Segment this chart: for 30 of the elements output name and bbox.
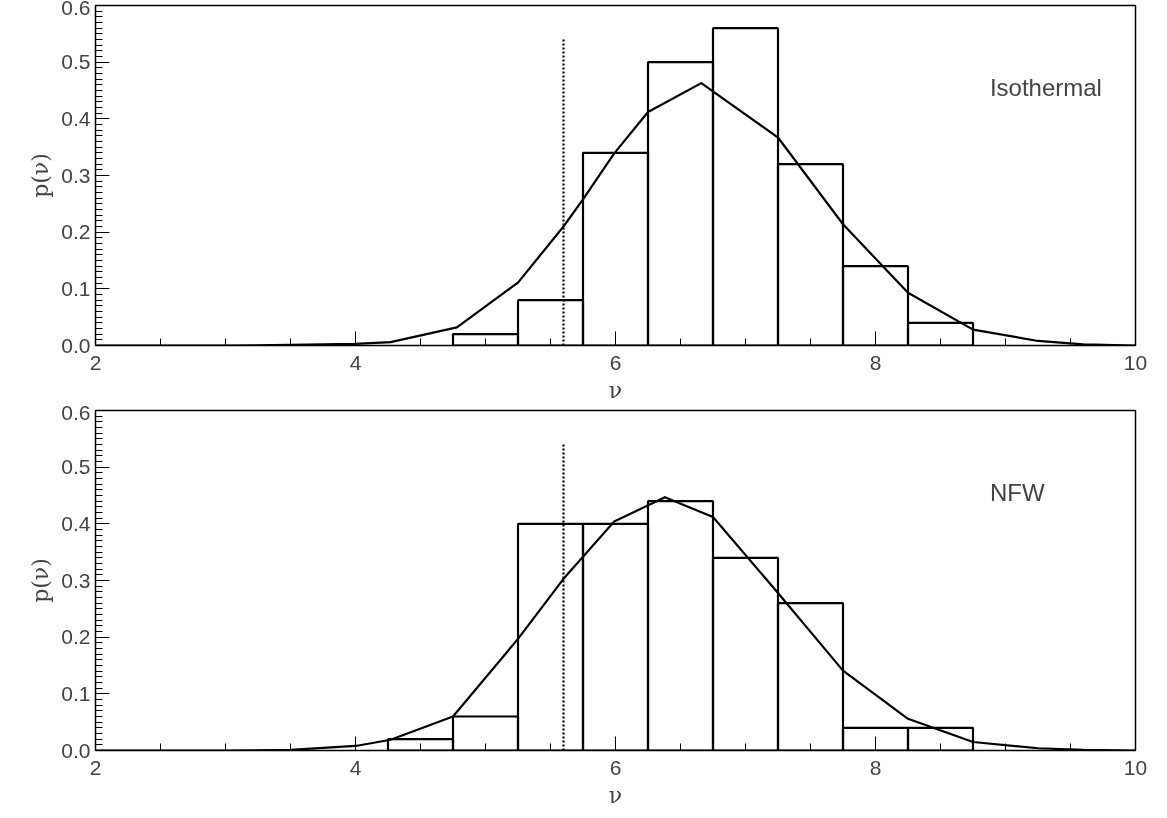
x-tick-label: 6	[609, 755, 622, 779]
annotation: NFW	[989, 478, 1045, 506]
y-tick-label: 0.3	[61, 163, 91, 187]
y-tick-label: 0.4	[61, 106, 91, 130]
y-tick-label: 0.1	[61, 681, 91, 705]
y-tick-label: 0.0	[61, 333, 91, 357]
y-tick-label: 0.2	[61, 625, 91, 649]
x-tick-label: 4	[349, 755, 362, 779]
y-tick-label: 0.5	[61, 50, 91, 74]
y-axis-title: p(ν)	[28, 558, 54, 603]
y-tick-label: 0.6	[61, 0, 91, 19]
x-tick-label: 6	[609, 350, 622, 374]
y-tick-label: 0.5	[61, 455, 91, 479]
y-tick-label: 0.6	[61, 400, 91, 424]
x-tick-label: 4	[349, 350, 362, 374]
y-tick-label: 0.0	[61, 738, 91, 762]
y-tick-label: 0.3	[61, 568, 91, 592]
x-axis-title: ν	[608, 782, 623, 808]
y-tick-label: 0.4	[61, 511, 91, 535]
y-axis-title: p(ν)	[28, 153, 54, 198]
x-tick-label: 2	[89, 755, 102, 779]
y-tick-label: 0.2	[61, 220, 91, 244]
y-tick-label: 0.1	[61, 276, 91, 300]
x-tick-label: 2	[89, 350, 102, 374]
x-tick-label: 10	[1123, 350, 1148, 374]
x-tick-label: 8	[869, 755, 882, 779]
x-axis-title: ν	[608, 377, 623, 403]
x-tick-label: 10	[1123, 755, 1148, 779]
x-tick-label: 8	[869, 350, 882, 374]
annotation: Isothermal	[989, 73, 1102, 101]
